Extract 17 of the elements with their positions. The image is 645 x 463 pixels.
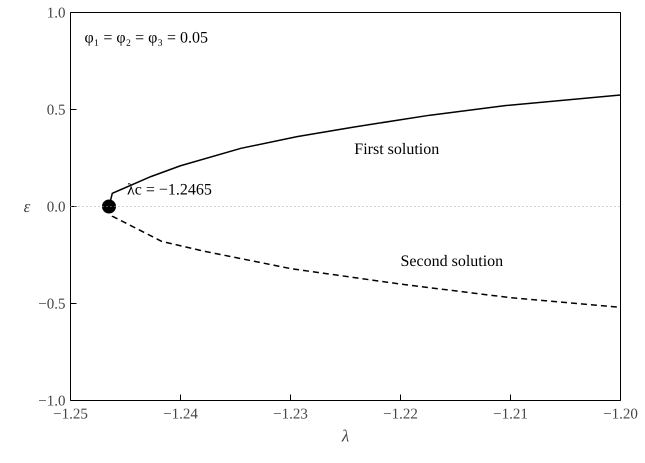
y-tick-label: 1.0	[46, 6, 66, 22]
y-tick-label: −1.0	[38, 394, 66, 410]
y-axis-title: ε	[24, 197, 31, 216]
x-axis-title: λ	[340, 426, 350, 446]
x-tick-label: −1.23	[273, 406, 308, 422]
annotation: λc = −1.2465	[127, 182, 212, 198]
series-label: First solution	[354, 140, 440, 158]
x-tick-label: −1.20	[603, 406, 638, 422]
annotation: φ₁ = φ₂ = φ₃ = 0.05	[84, 30, 208, 46]
y-tick-label: 0.5	[46, 102, 66, 118]
y-tick-label: −0.5	[38, 296, 66, 312]
series-label: Second solution	[400, 253, 504, 270]
y-tick-label: 0.0	[46, 200, 66, 216]
x-tick-label: −1.22	[383, 406, 418, 422]
x-tick-label: −1.25	[53, 406, 88, 422]
x-tick-label: −1.21	[493, 406, 528, 422]
x-tick-label: −1.24	[163, 406, 198, 422]
